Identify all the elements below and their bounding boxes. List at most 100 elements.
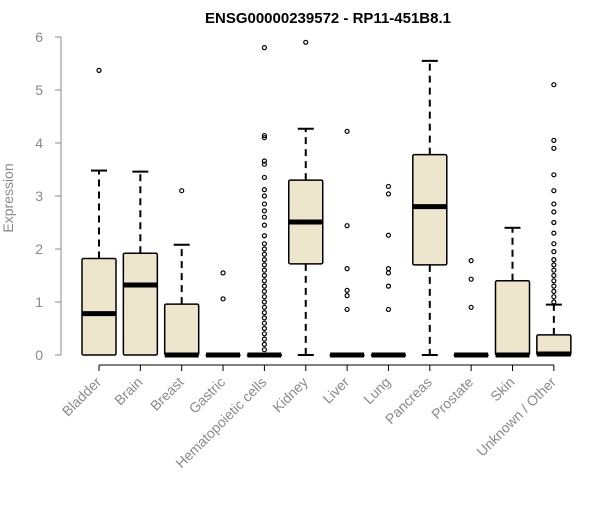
box-group <box>205 270 241 358</box>
outlier-point <box>220 296 226 302</box>
outlier-point <box>96 67 102 73</box>
outlier-point <box>261 214 267 220</box>
outlier-point <box>261 267 267 273</box>
outlier-point <box>261 325 267 332</box>
outlier-point <box>261 347 267 353</box>
outlier-point <box>261 257 267 263</box>
outlier-point <box>385 306 392 313</box>
outlier-point <box>261 288 267 294</box>
outlier-point <box>344 287 350 293</box>
y-tick-label: 6 <box>35 29 43 45</box>
outlier-point <box>551 283 557 289</box>
outlier-point <box>303 39 309 45</box>
outlier-point <box>551 272 557 279</box>
outlier-point <box>551 267 557 273</box>
outlier-point <box>261 320 267 326</box>
box-group <box>122 170 159 356</box>
x-tick-label: Bladder <box>59 374 105 420</box>
box-iqr <box>494 280 531 356</box>
box-group <box>536 82 572 357</box>
outlier-point <box>468 258 474 264</box>
outlier-point <box>261 304 267 310</box>
box-group <box>412 59 448 356</box>
outlier-point <box>551 230 557 236</box>
outlier-point <box>261 201 267 207</box>
outlier-point <box>551 294 557 300</box>
outlier-point <box>261 251 267 257</box>
outlier-point <box>551 278 557 284</box>
box-group <box>81 67 117 356</box>
outlier-point <box>261 331 267 337</box>
outlier-point <box>261 241 267 247</box>
outlier-point <box>551 288 557 294</box>
outlier-point <box>385 270 392 276</box>
outlier-point <box>468 304 474 310</box>
outlier-point <box>261 44 267 51</box>
outlier-point <box>551 201 557 207</box>
outlier-point <box>551 241 557 247</box>
outlier-point <box>385 283 392 289</box>
outlier-point <box>551 249 557 255</box>
outlier-point <box>261 208 267 214</box>
outlier-point <box>344 306 350 313</box>
box-iqr <box>81 257 117 356</box>
y-tick-label: 0 <box>35 347 43 363</box>
outlier-point <box>261 272 267 279</box>
outlier-point <box>551 209 557 215</box>
y-axis: 0 1 2 3 4 5 6 <box>35 29 62 363</box>
outlier-point <box>179 188 185 194</box>
outlier-point <box>261 222 267 228</box>
x-tick-label: Brain <box>111 374 145 408</box>
box-iqr <box>412 153 448 266</box>
outlier-point <box>261 294 267 300</box>
outlier-point <box>551 299 557 305</box>
outlier-point <box>385 232 392 238</box>
outlier-point <box>261 283 267 289</box>
x-tick-label: Kidney <box>269 374 311 416</box>
outlier-point <box>261 315 267 321</box>
outlier-point <box>385 266 392 272</box>
box-series <box>81 39 572 358</box>
x-tick-label: Liver <box>319 374 352 407</box>
outlier-point <box>261 187 267 193</box>
x-tick-label: Breast <box>147 374 187 414</box>
outlier-point <box>551 82 557 88</box>
x-tick-label: Prostate <box>428 374 476 422</box>
x-tick-label: Skin <box>487 374 518 405</box>
box-group <box>329 128 365 358</box>
outlier-point <box>551 219 557 226</box>
box-group <box>288 39 324 356</box>
outlier-point <box>551 137 557 143</box>
outlier-point <box>261 278 267 284</box>
outlier-point <box>551 257 557 263</box>
outlier-point <box>261 310 267 316</box>
outlier-point <box>261 246 267 252</box>
y-tick-label: 4 <box>35 135 43 151</box>
outlier-point <box>261 161 267 167</box>
outlier-point <box>344 128 350 134</box>
box-group <box>163 188 200 358</box>
outlier-point <box>385 183 392 190</box>
box-group <box>453 258 489 358</box>
outlier-point <box>344 293 350 299</box>
outlier-point <box>468 276 474 282</box>
outlier-point <box>261 158 267 164</box>
chart-title: ENSG00000239572 - RP11-451B8.1 <box>205 10 451 27</box>
y-tick-label: 2 <box>35 241 43 257</box>
y-axis-label: Expression <box>0 163 16 232</box>
y-tick-label: 1 <box>35 294 43 310</box>
outlier-point <box>261 262 267 268</box>
y-tick-label: 3 <box>35 188 43 204</box>
box-group <box>494 226 531 358</box>
outlier-point <box>261 174 267 181</box>
box-group <box>246 44 283 358</box>
outlier-point <box>261 341 267 347</box>
outlier-point <box>385 191 392 197</box>
outlier-point <box>261 135 267 141</box>
outlier-point <box>261 193 267 199</box>
outlier-point <box>261 233 267 239</box>
outlier-point <box>261 132 267 139</box>
